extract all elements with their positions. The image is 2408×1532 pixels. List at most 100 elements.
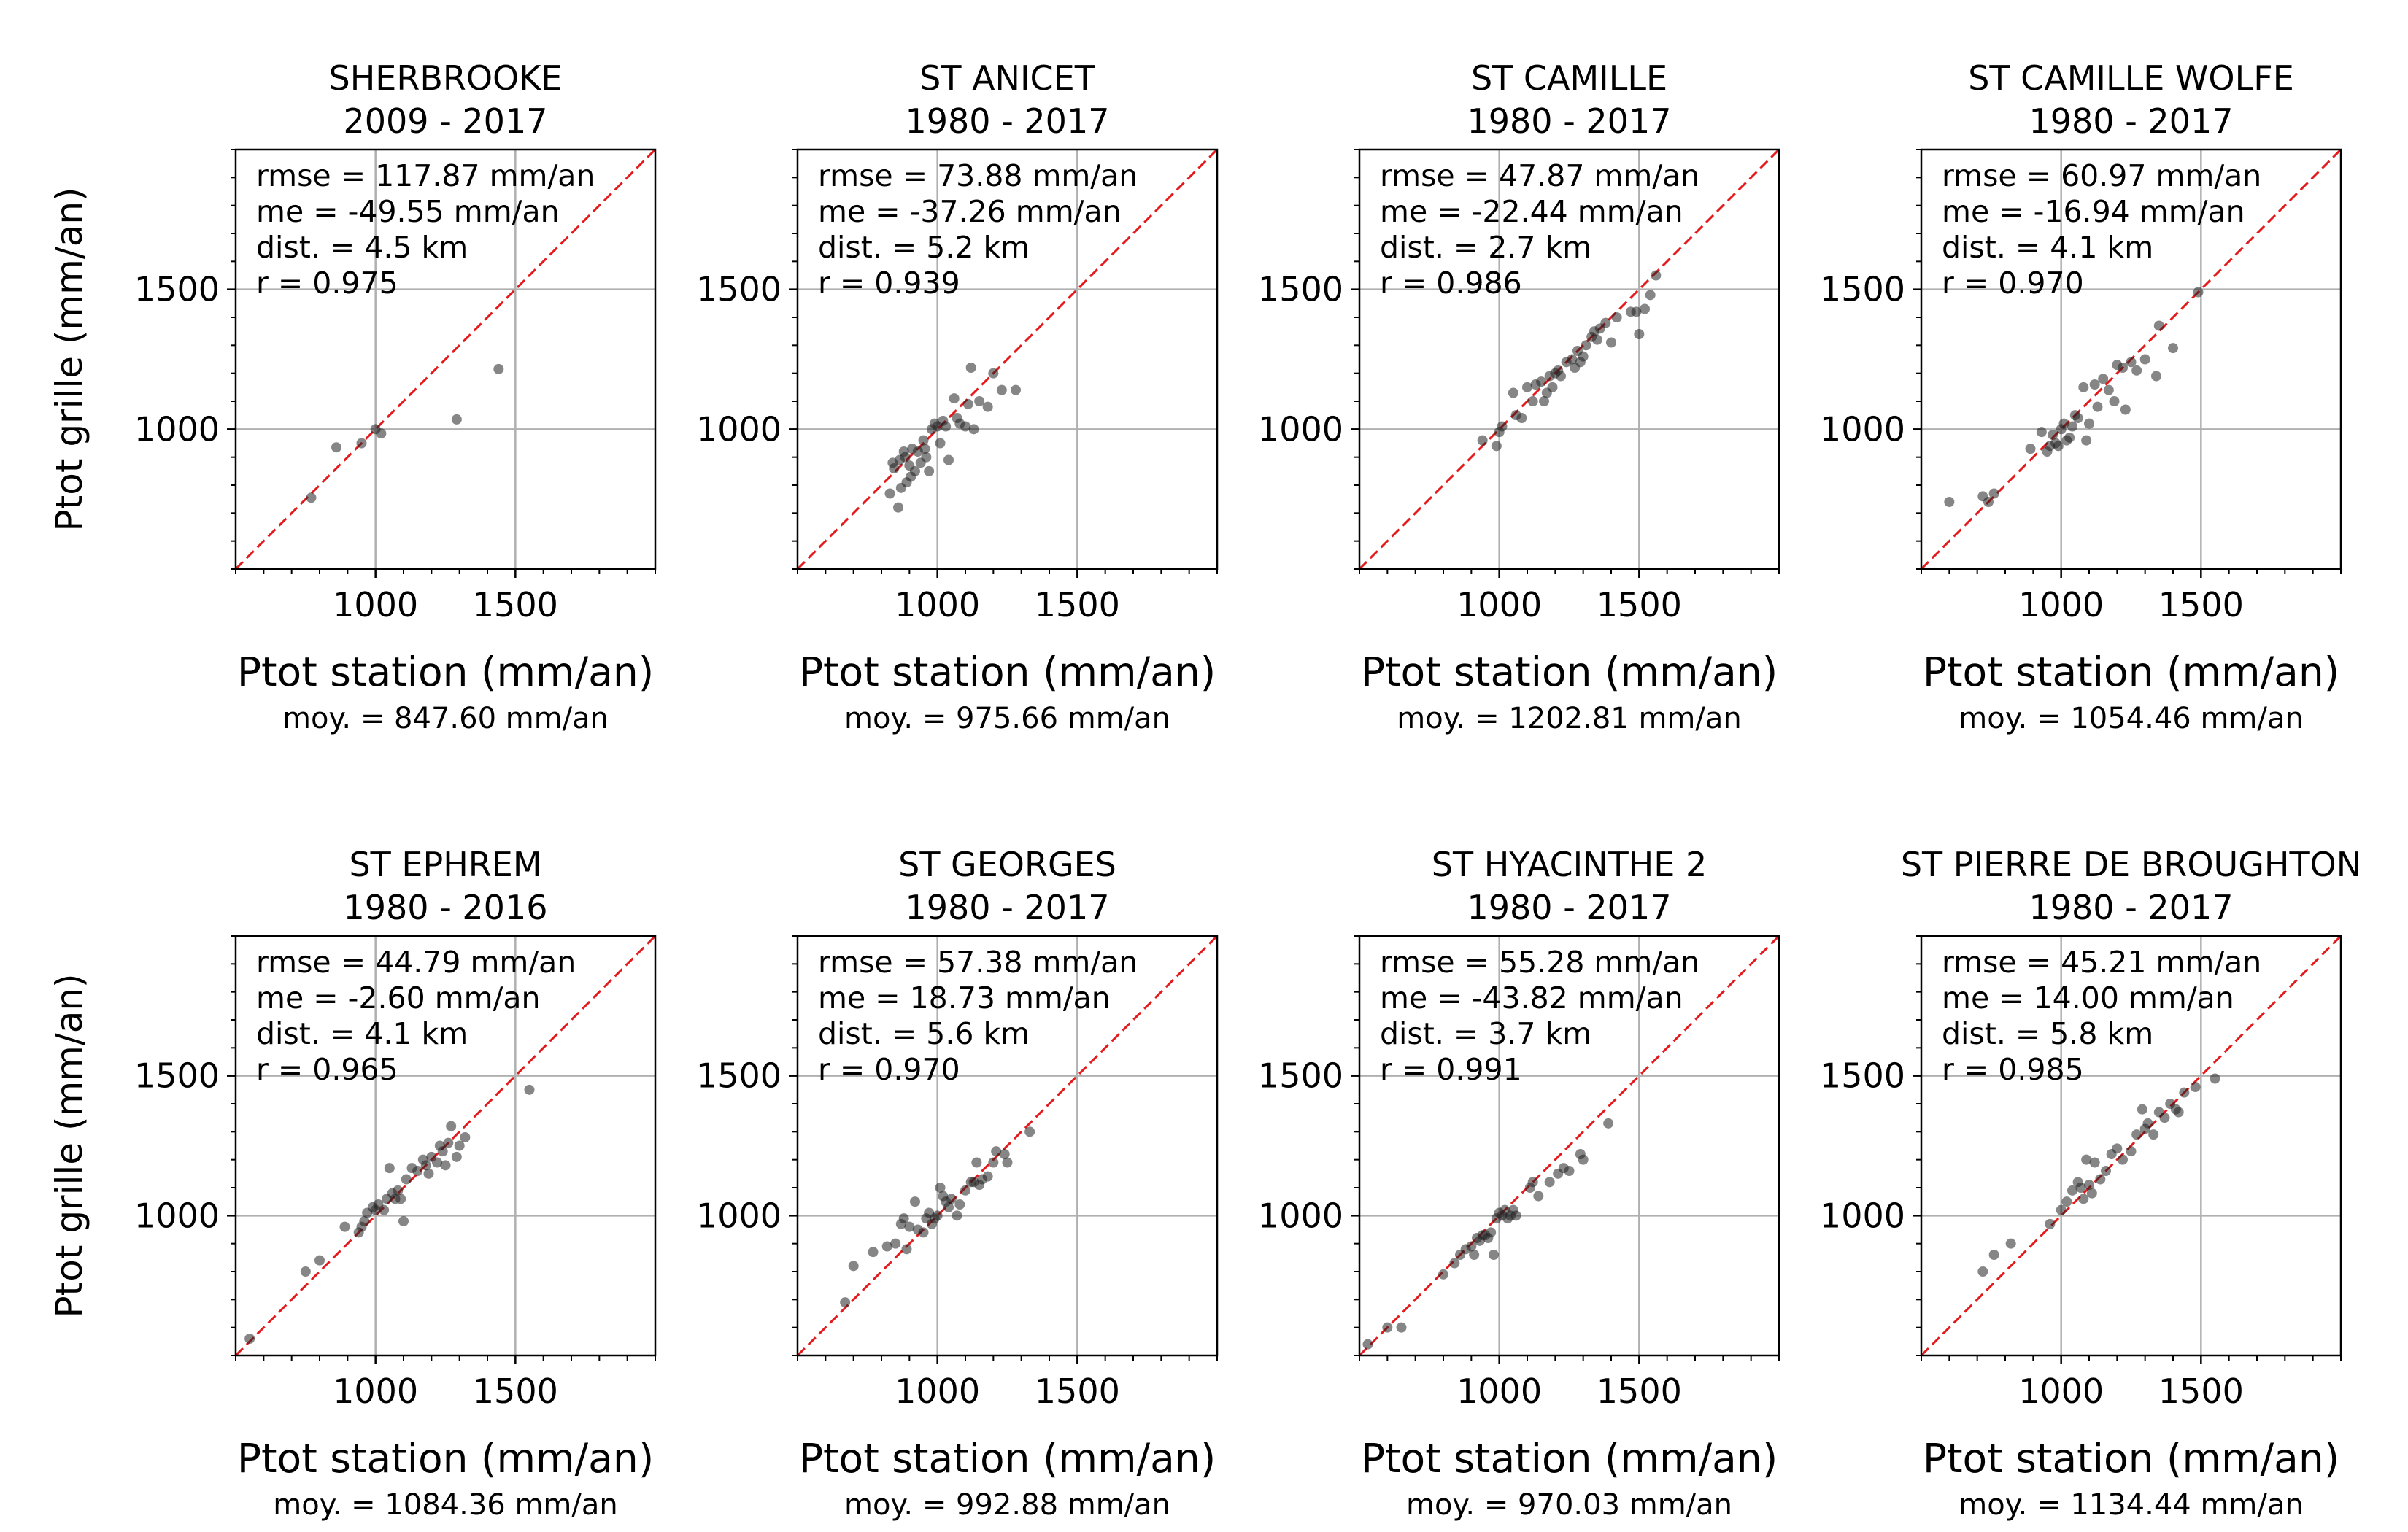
plot-frame [1358,935,1780,1357]
data-point [2101,1166,2111,1176]
scatter-panel: ST PIERRE DE BROUGHTON 1980 - 2017 1000 150… [1820,845,2361,1522]
data-point [443,1137,454,1148]
plot-frame [234,935,657,1357]
stat-annotation: me = 18.73 mm/an [818,980,1111,1015]
data-point [420,1160,431,1171]
data-point [2089,1157,2100,1168]
data-point [988,368,999,379]
data-point [1522,382,1532,392]
data-point [2153,320,2164,331]
panel-title: ST HYACINTHE 2 [1432,845,1707,884]
data-point [1477,435,1488,446]
data-point [910,1196,920,1207]
data-point [1491,441,1502,452]
stat-annotation: r = 0.939 [818,266,960,301]
data-point [1469,1250,1480,1260]
data-point [881,1241,892,1252]
data-point [306,492,317,503]
data-point [524,1084,535,1095]
data-point [1645,290,1656,301]
stat-annotation: rmse = 47.87 mm/an [1380,158,1699,193]
data-point [2118,1154,2128,1165]
panel-period: 1980 - 2016 [344,888,548,927]
data-point [1508,387,1518,398]
x-tick-label: 1000 [1456,1372,1542,1411]
data-point [1438,1269,1448,1280]
data-point [1988,488,1999,499]
data-point [412,1166,423,1176]
mean-annotation: moy. = 975.66 mm/an [844,702,1170,735]
data-point [1556,371,1566,382]
stat-annotation: rmse = 60.97 mm/an [1942,158,2261,193]
data-point [1002,1157,1013,1168]
data-point [1578,351,1589,362]
data-point [1011,384,1021,395]
x-axis-label: Ptot station (mm/an) [799,1435,1216,1482]
data-point [384,1163,395,1174]
data-point [974,396,985,406]
data-point [1606,337,1616,348]
data-point [943,454,954,465]
stat-annotation: dist. = 3.7 km [1380,1016,1591,1051]
panel-title: ST PIERRE DE BROUGHTON [1901,845,2361,884]
data-point [982,401,993,412]
y-tick-label: 1000 [696,409,782,449]
data-point [401,1174,412,1185]
plot-frame [796,148,1219,570]
stat-annotation: r = 0.970 [818,1052,960,1087]
scatter-panel: ST HYACINTHE 2 1980 - 2017 1000 1500 1000 150… [1258,845,1780,1522]
data-point [2142,1118,2153,1129]
data-point [314,1255,325,1266]
panel-period: 1980 - 2017 [2029,101,2234,141]
data-point [924,465,935,476]
stat-annotation: r = 0.985 [1942,1052,2084,1087]
data-point [2067,1185,2077,1196]
data-point [2109,396,2120,406]
data-point [848,1261,859,1272]
stat-annotation: r = 0.991 [1380,1052,1522,1087]
data-point [2078,1194,2089,1204]
data-point [2193,287,2204,298]
data-point [1944,497,1955,507]
data-point [339,1221,350,1232]
data-point [946,1194,957,1204]
mean-annotation: moy. = 970.03 mm/an [1406,1488,1732,1522]
data-point [1497,421,1508,432]
panel-title: SHERBROOKE [329,58,563,98]
x-tick-label: 1000 [895,1372,980,1411]
data-point [2159,1113,2170,1123]
data-point [2075,1183,2086,1193]
data-point [1611,312,1622,322]
x-tick-label: 1000 [333,1372,418,1411]
panel-period: 1980 - 2017 [906,101,1110,141]
data-point [2173,1107,2184,1118]
x-tick-label: 1500 [1035,1372,1120,1411]
stat-annotation: me = -37.26 mm/an [818,194,1122,229]
data-point [971,1157,982,1168]
data-point [1564,1166,1575,1176]
data-point [935,438,946,449]
y-tick-label: 1500 [696,270,782,309]
data-point [2148,1129,2159,1140]
data-point [1396,1322,1407,1333]
y-tick-label: 1000 [1820,1196,1905,1235]
data-point [1567,354,1578,365]
data-point [1449,1258,1460,1269]
stat-annotation: dist. = 5.2 km [818,230,1030,265]
x-tick-label: 1500 [1597,585,1682,624]
data-point [2061,1196,2072,1207]
y-tick-label: 1000 [696,1196,782,1235]
x-axis-label: Ptot station (mm/an) [237,1435,654,1482]
x-tick-label: 1500 [473,1372,558,1411]
data-point [960,421,970,432]
x-axis-label: Ptot station (mm/an) [1361,649,1778,695]
x-tick-label: 1000 [1456,585,1542,624]
data-point [1591,334,1602,345]
plot-frame [1920,148,2342,570]
stat-annotation: rmse = 117.87 mm/an [256,158,595,193]
data-point [1510,1210,1521,1221]
data-point [1489,1250,1499,1260]
data-point [244,1334,255,1344]
